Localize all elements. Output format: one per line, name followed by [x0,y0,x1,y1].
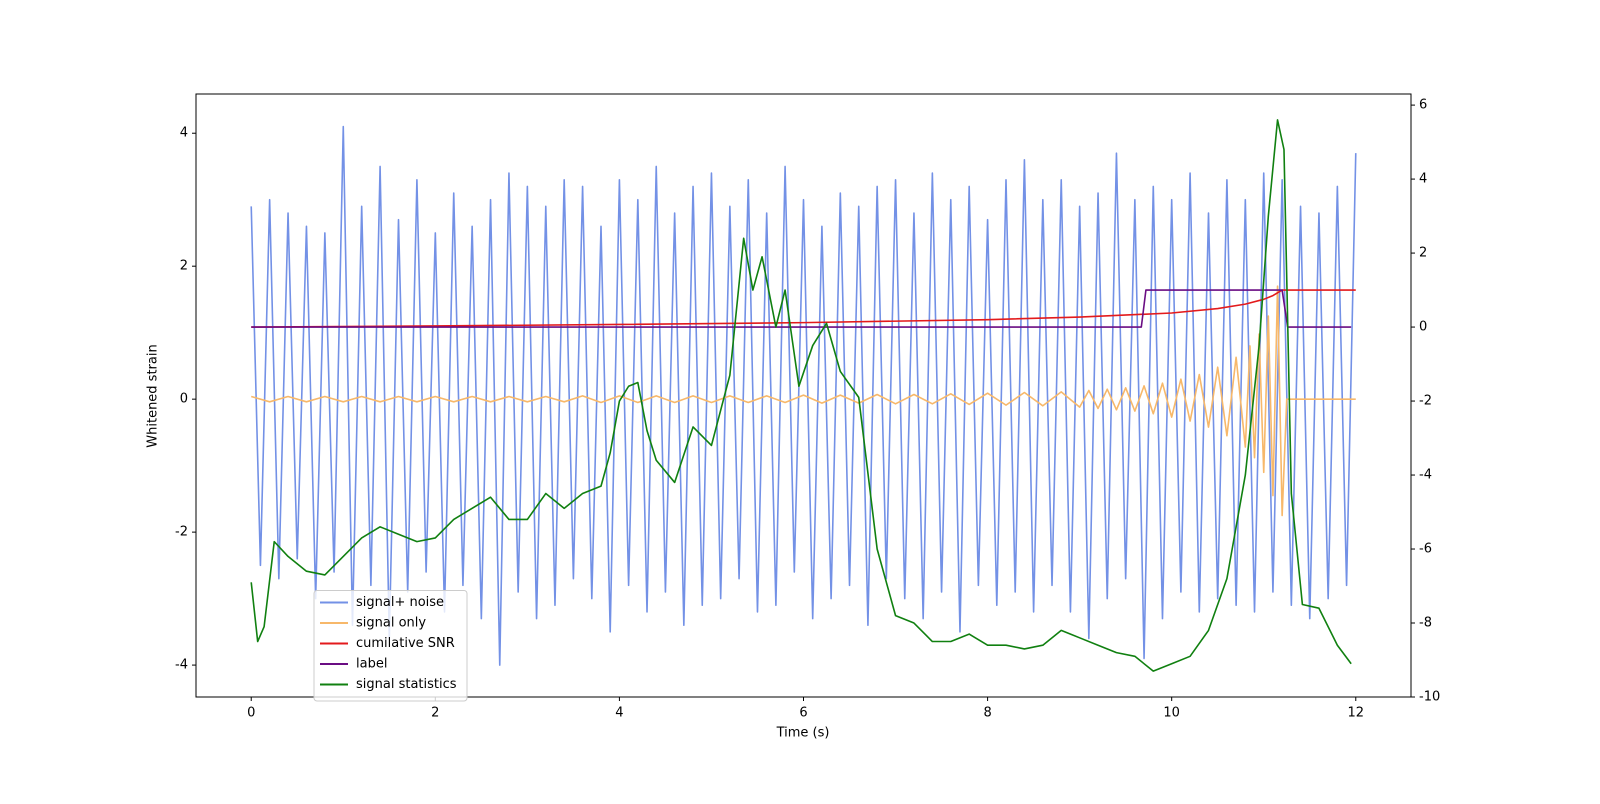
y-axis-label: Whitened strain [146,344,161,447]
series-line [251,289,1352,328]
x-tick-label: 12 [1347,706,1364,721]
series-line [250,119,1352,672]
x-tick-label: 4 [615,706,623,721]
series-line [251,289,1356,328]
legend-label: signal+ noise [356,595,444,610]
legend: signal+ noise signal only cumilative SNR la… [313,590,468,702]
y2-tick-label: 0 [1419,320,1427,335]
x-tick-label: 0 [247,706,255,721]
y2-tick-label: -10 [1419,690,1440,705]
legend-label: signal only [356,616,426,631]
legend-label: label [356,657,387,672]
y2-tick-label: 2 [1419,246,1427,261]
x-tick-label: 6 [799,706,807,721]
legend-label: signal statistics [356,677,457,692]
x-tick-label: 10 [1163,706,1180,721]
series-line [250,125,1357,666]
y2-tick-label: -8 [1419,616,1432,631]
y-tick-label: 2 [180,259,188,274]
plot-lines [250,119,1357,672]
x-tick-label: 2 [431,706,439,721]
legend-label: cumilative SNR [356,636,455,651]
legend-box [313,590,468,702]
y2-tick-label: 4 [1419,172,1427,187]
y2-tick-label: 6 [1419,98,1427,113]
y-tick-label: 0 [180,392,188,407]
y2-tick-label: -2 [1419,394,1432,409]
y-tick-label: -4 [175,658,188,673]
series-line [251,285,1356,517]
y2-tick-label: -4 [1419,468,1432,483]
y2-tick-label: -6 [1419,542,1432,557]
x-tick-label: 8 [983,706,991,721]
y-tick-label: -2 [175,525,188,540]
y-tick-label: 4 [180,126,188,141]
x-axis-label: Time (s) [776,726,830,741]
